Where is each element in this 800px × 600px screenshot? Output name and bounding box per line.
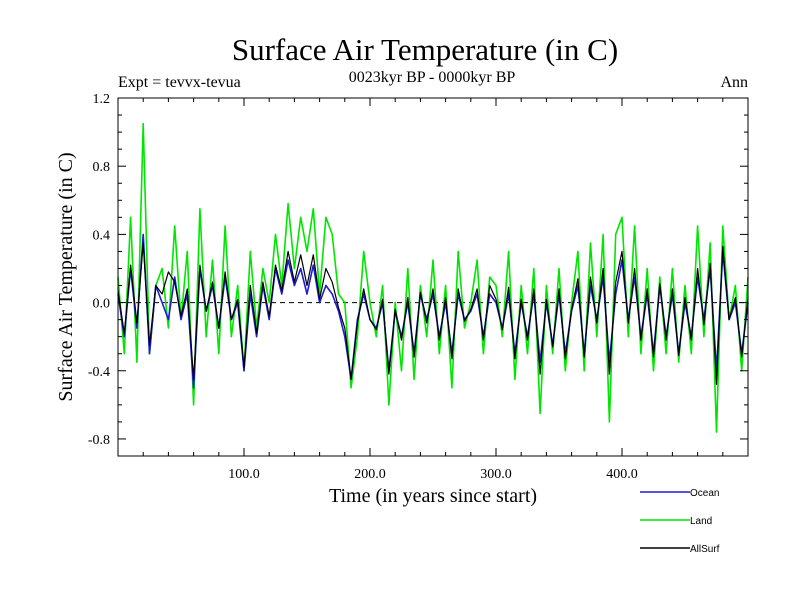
y-axis-title: Surface Air Temperature (in C) bbox=[55, 152, 77, 401]
x-tick-label: 300.0 bbox=[480, 467, 512, 482]
chart-title: Surface Air Temperature (in C) bbox=[232, 32, 618, 67]
x-axis-title: Time (in years since start) bbox=[329, 485, 537, 507]
series-line-allsurf bbox=[117, 242, 749, 385]
legend-label-ocean: Ocean bbox=[690, 488, 719, 499]
y-tick-label: 0.8 bbox=[93, 160, 111, 175]
y-tick-label: 0.0 bbox=[93, 297, 111, 312]
legend: Ocean Land AllSurf bbox=[640, 488, 720, 555]
series-line-land bbox=[117, 122, 749, 433]
legend-label-allsurf: AllSurf bbox=[690, 544, 720, 555]
chart-subtitle-left: Expt = tevvx-tevua bbox=[118, 74, 241, 91]
y-tick-label: 1.2 bbox=[93, 92, 111, 107]
x-tick-label: 200.0 bbox=[354, 467, 386, 482]
y-tick-label: -0.4 bbox=[88, 365, 110, 380]
x-tick-label: 400.0 bbox=[606, 467, 638, 482]
y-tick-label: 0.4 bbox=[93, 228, 111, 243]
x-tick-label: 100.0 bbox=[228, 467, 260, 482]
plot-frame bbox=[117, 97, 749, 457]
chart-subtitle-center: 0023kyr BP - 0000kyr BP bbox=[349, 69, 516, 86]
chart-subtitle-right: Ann bbox=[720, 74, 748, 91]
y-tick-label: -0.8 bbox=[88, 433, 110, 448]
legend-label-land: Land bbox=[690, 516, 712, 527]
plot-area bbox=[117, 122, 749, 433]
